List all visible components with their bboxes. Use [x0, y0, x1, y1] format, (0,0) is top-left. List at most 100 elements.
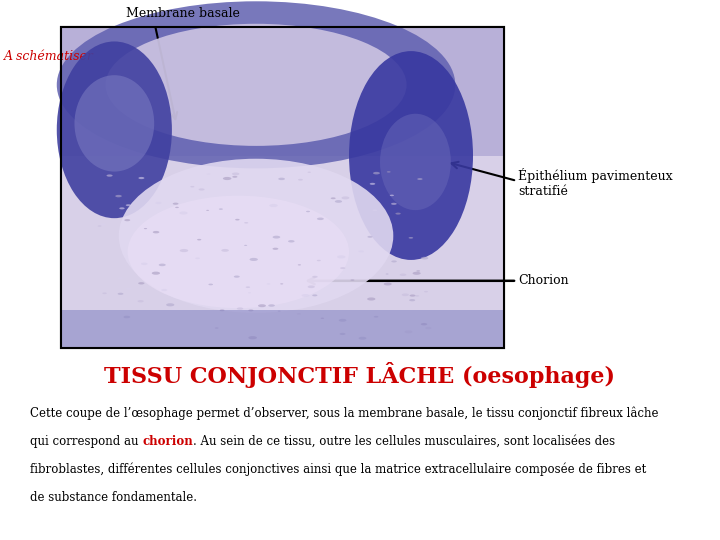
Bar	[61, 310, 504, 348]
Ellipse shape	[392, 260, 397, 262]
Ellipse shape	[138, 282, 145, 285]
Ellipse shape	[421, 256, 428, 260]
Text: Membrane basale: Membrane basale	[126, 7, 240, 20]
Ellipse shape	[341, 197, 349, 199]
Ellipse shape	[107, 174, 112, 177]
Ellipse shape	[248, 292, 251, 293]
Bar	[61, 27, 504, 156]
Ellipse shape	[126, 288, 132, 290]
Ellipse shape	[400, 274, 406, 276]
Text: Épithélium pavimenteux: Épithélium pavimenteux	[518, 168, 673, 183]
Text: TISSU CONJONCTIF LÂCHE (oesophage): TISSU CONJONCTIF LÂCHE (oesophage)	[104, 362, 616, 388]
Ellipse shape	[420, 323, 427, 326]
Ellipse shape	[405, 330, 413, 333]
Ellipse shape	[390, 194, 394, 196]
Ellipse shape	[342, 319, 349, 322]
Ellipse shape	[302, 294, 310, 297]
Ellipse shape	[330, 197, 336, 199]
Ellipse shape	[208, 284, 213, 285]
Ellipse shape	[410, 294, 415, 296]
Ellipse shape	[384, 282, 392, 286]
Ellipse shape	[197, 239, 202, 240]
Ellipse shape	[190, 186, 194, 187]
Ellipse shape	[369, 183, 375, 185]
Ellipse shape	[367, 298, 375, 301]
Ellipse shape	[171, 308, 176, 310]
Ellipse shape	[359, 251, 364, 252]
Text: chorion: chorion	[143, 435, 193, 448]
Ellipse shape	[117, 278, 123, 279]
Ellipse shape	[317, 260, 321, 261]
Ellipse shape	[382, 282, 388, 285]
Ellipse shape	[175, 207, 179, 208]
Ellipse shape	[273, 248, 279, 250]
Ellipse shape	[372, 210, 377, 211]
Text: qui correspond au: qui correspond au	[30, 435, 143, 448]
Ellipse shape	[153, 231, 159, 233]
Ellipse shape	[273, 235, 280, 239]
Ellipse shape	[409, 322, 415, 325]
Ellipse shape	[374, 316, 379, 318]
Ellipse shape	[250, 258, 258, 261]
Ellipse shape	[409, 299, 415, 301]
Ellipse shape	[127, 195, 349, 308]
Ellipse shape	[413, 272, 420, 275]
Ellipse shape	[289, 310, 294, 312]
Ellipse shape	[312, 276, 318, 278]
Ellipse shape	[141, 323, 147, 326]
Ellipse shape	[395, 213, 401, 214]
Ellipse shape	[278, 178, 285, 180]
Ellipse shape	[380, 114, 451, 210]
Ellipse shape	[246, 286, 250, 288]
Ellipse shape	[220, 309, 225, 311]
Ellipse shape	[267, 284, 270, 285]
Ellipse shape	[206, 210, 209, 211]
Ellipse shape	[409, 237, 413, 239]
Ellipse shape	[106, 24, 407, 146]
Ellipse shape	[138, 300, 144, 302]
Text: stratifié: stratifié	[518, 185, 568, 198]
Ellipse shape	[280, 284, 283, 285]
Ellipse shape	[320, 318, 324, 319]
Ellipse shape	[405, 263, 410, 265]
Ellipse shape	[144, 228, 147, 229]
Ellipse shape	[234, 275, 240, 278]
Ellipse shape	[100, 224, 106, 226]
Ellipse shape	[232, 172, 240, 176]
Ellipse shape	[424, 291, 428, 293]
Ellipse shape	[115, 195, 122, 197]
Ellipse shape	[152, 272, 160, 275]
Ellipse shape	[297, 313, 301, 315]
Ellipse shape	[219, 208, 223, 210]
Ellipse shape	[340, 333, 346, 335]
Ellipse shape	[199, 188, 204, 191]
Text: A schématiser: A schématiser	[4, 50, 94, 63]
Ellipse shape	[298, 179, 303, 181]
Ellipse shape	[418, 178, 423, 180]
Ellipse shape	[402, 293, 409, 296]
Ellipse shape	[138, 177, 145, 179]
Ellipse shape	[339, 311, 343, 313]
Ellipse shape	[307, 172, 311, 173]
Ellipse shape	[312, 294, 318, 296]
Ellipse shape	[340, 267, 346, 269]
Ellipse shape	[349, 51, 473, 260]
Bar	[61, 27, 504, 348]
Ellipse shape	[269, 322, 272, 324]
Text: Chorion: Chorion	[518, 274, 569, 287]
Ellipse shape	[298, 264, 301, 266]
Ellipse shape	[306, 211, 310, 212]
Ellipse shape	[126, 204, 131, 206]
Ellipse shape	[369, 320, 374, 322]
Ellipse shape	[244, 245, 247, 246]
Ellipse shape	[335, 200, 342, 203]
Ellipse shape	[156, 202, 161, 204]
Ellipse shape	[269, 304, 275, 307]
Ellipse shape	[158, 264, 166, 266]
Ellipse shape	[258, 304, 266, 307]
Ellipse shape	[180, 249, 188, 252]
Bar	[61, 27, 504, 348]
Ellipse shape	[288, 240, 294, 242]
Ellipse shape	[367, 236, 372, 238]
Ellipse shape	[269, 204, 278, 207]
